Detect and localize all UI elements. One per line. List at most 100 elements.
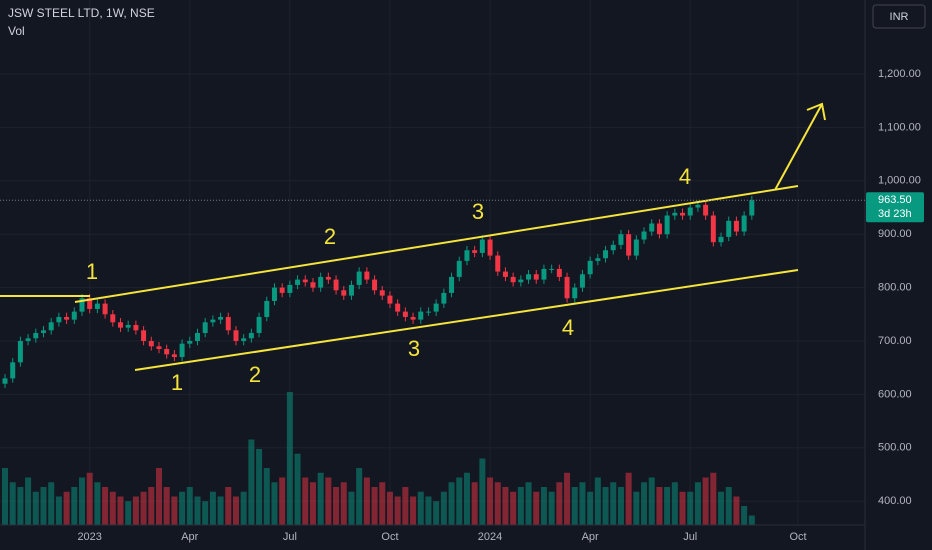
x-tick-label: 2024 — [478, 531, 502, 543]
candle-body — [687, 207, 693, 216]
volume-bar — [25, 477, 32, 525]
candle-body — [341, 290, 347, 296]
candle-body — [495, 255, 501, 272]
currency-button[interactable] — [872, 4, 926, 29]
candle-body — [102, 303, 108, 315]
volume-bar — [410, 496, 417, 525]
volume-bar — [679, 491, 686, 525]
volume-bar — [40, 487, 47, 525]
volume-bar — [748, 515, 755, 525]
grid — [0, 0, 865, 525]
volume-bar — [425, 496, 432, 525]
candle-body — [425, 311, 431, 313]
countdown: 3d 23h — [878, 208, 912, 220]
candle-body — [179, 343, 185, 358]
candle-body — [618, 234, 624, 245]
candle-body — [41, 330, 47, 333]
volume-bar — [125, 501, 132, 525]
x-tick-label: Oct — [381, 531, 398, 543]
candle-body — [579, 274, 585, 288]
candle-body — [456, 260, 462, 277]
candle-body — [672, 212, 678, 216]
volume-bar — [333, 487, 340, 525]
candle-body — [695, 204, 701, 208]
candle-body — [256, 316, 262, 333]
x-tick-label: 2023 — [77, 531, 101, 543]
candle-body — [302, 279, 308, 283]
volume-bar — [733, 496, 740, 525]
arrow-head — [806, 102, 826, 121]
candle-body — [279, 287, 285, 293]
candle-body — [564, 276, 570, 299]
candle-body — [225, 316, 231, 331]
volume-bar — [55, 496, 62, 525]
x-tick-label: Jul — [283, 531, 297, 543]
candle-body — [472, 250, 478, 253]
candle-body — [141, 330, 147, 341]
wave-label: 4 — [679, 164, 691, 189]
candle-body — [233, 330, 239, 341]
candle-body — [364, 271, 370, 280]
volume-bar — [610, 482, 617, 525]
candle-body — [395, 303, 401, 312]
volume-bar — [463, 472, 470, 525]
currency[interactable]: INR — [890, 11, 909, 23]
candle-body — [264, 300, 270, 317]
volume-bar — [710, 472, 717, 525]
candle-body — [633, 239, 639, 256]
candle-body — [310, 282, 316, 288]
volume-bar — [32, 491, 39, 525]
candle-body — [110, 314, 116, 323]
wave-label: 4 — [562, 315, 574, 340]
wave-label: 2 — [249, 362, 261, 387]
y-tick-label: 400.00 — [878, 495, 912, 507]
candle-body — [164, 349, 170, 355]
volume-label: Vol — [8, 24, 25, 38]
candle-body — [79, 298, 85, 312]
volume-bar — [394, 496, 401, 525]
volume-bar — [741, 506, 748, 525]
candle-body — [418, 311, 424, 320]
volume-bar — [302, 477, 309, 525]
volume-bar — [171, 496, 178, 525]
volume-pane — [2, 392, 755, 525]
volume-bar — [594, 477, 601, 525]
wave-label: 2 — [324, 224, 336, 249]
wave-label: 1 — [86, 259, 98, 284]
channel-lower — [134, 269, 799, 371]
candle-body — [549, 268, 555, 270]
volume-bar — [633, 491, 640, 525]
volume-bar — [656, 487, 663, 525]
volume-bar — [132, 496, 139, 525]
candle-body — [117, 322, 123, 328]
volume-bar — [517, 487, 524, 525]
candle-body — [218, 316, 224, 320]
volume-bar — [109, 491, 116, 525]
candle-body — [710, 215, 716, 243]
volume-bar — [718, 491, 725, 525]
volume-bar — [579, 482, 586, 525]
volume-bar — [456, 477, 463, 525]
x-tick-label: Jul — [683, 531, 697, 543]
volume-bar — [17, 487, 24, 525]
candle-body — [487, 239, 493, 256]
volume-bar — [225, 487, 232, 525]
volume-bar — [279, 477, 286, 525]
volume-bar — [217, 496, 224, 525]
volume-bar — [294, 453, 301, 525]
candle-body — [210, 319, 216, 323]
candle-body — [87, 298, 93, 309]
volume-bar — [525, 482, 532, 525]
candle-body — [449, 276, 455, 293]
candle-body — [17, 340, 23, 363]
y-tick-label: 900.00 — [878, 228, 912, 240]
volume-bar — [71, 487, 78, 525]
axes: 400.00 500.00 600.00 700.00 800.00 900.00 1,00… — [77, 68, 920, 543]
candle-body — [148, 340, 154, 347]
candle-body — [749, 200, 755, 216]
last-price: 963.50 — [878, 194, 912, 206]
volume-bar — [148, 487, 155, 525]
y-tick-label: 500.00 — [878, 442, 912, 454]
volume-bar — [564, 472, 571, 525]
candle-body — [556, 268, 562, 277]
